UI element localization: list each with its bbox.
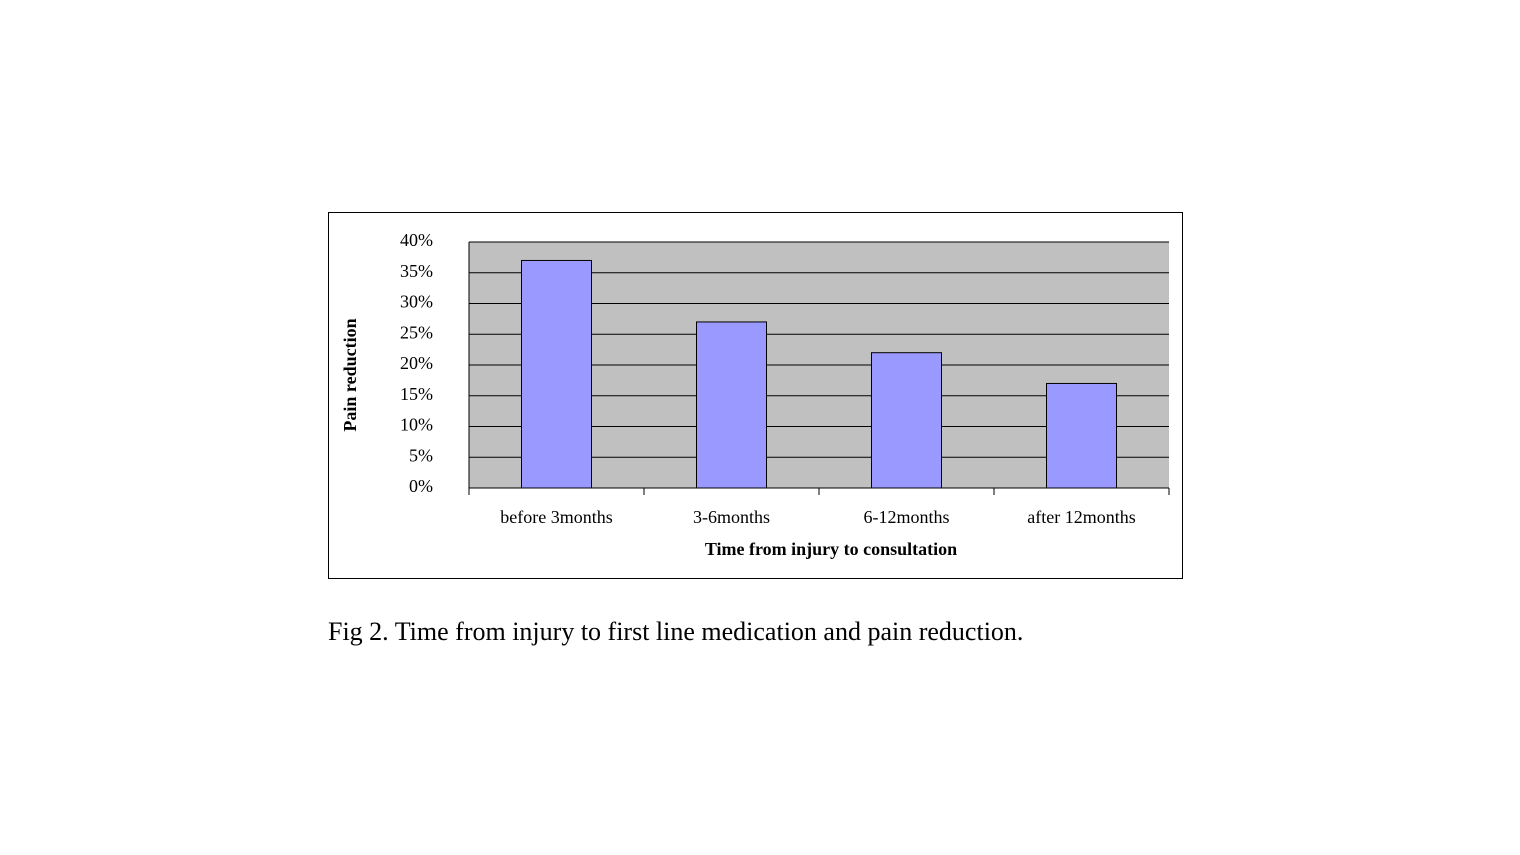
- bar: [871, 352, 942, 489]
- y-tick-label: 40%: [400, 230, 433, 250]
- x-tick-label: before 3months: [500, 507, 612, 527]
- y-tick-label: 15%: [400, 384, 433, 404]
- y-axis-label: Pain reduction: [340, 318, 360, 431]
- y-tick-label: 5%: [409, 445, 433, 465]
- x-tick-label: 3-6months: [693, 507, 770, 527]
- y-tick-label: 0%: [409, 476, 433, 496]
- x-axis-label: Time from injury to consultation: [705, 539, 957, 559]
- x-tick-label: 6-12months: [863, 507, 949, 527]
- caption: Fig 2. Time from injury to first line me…: [328, 617, 1023, 646]
- y-tick-label: 30%: [400, 292, 433, 312]
- bar: [1046, 382, 1117, 489]
- y-tick-label: 20%: [400, 353, 433, 373]
- x-tick-label: after 12months: [1027, 507, 1135, 527]
- y-tick-label: 10%: [400, 415, 433, 435]
- y-tick-label: 25%: [400, 322, 433, 342]
- bar: [521, 259, 592, 489]
- bar: [696, 321, 767, 489]
- y-tick-label: 35%: [400, 261, 433, 281]
